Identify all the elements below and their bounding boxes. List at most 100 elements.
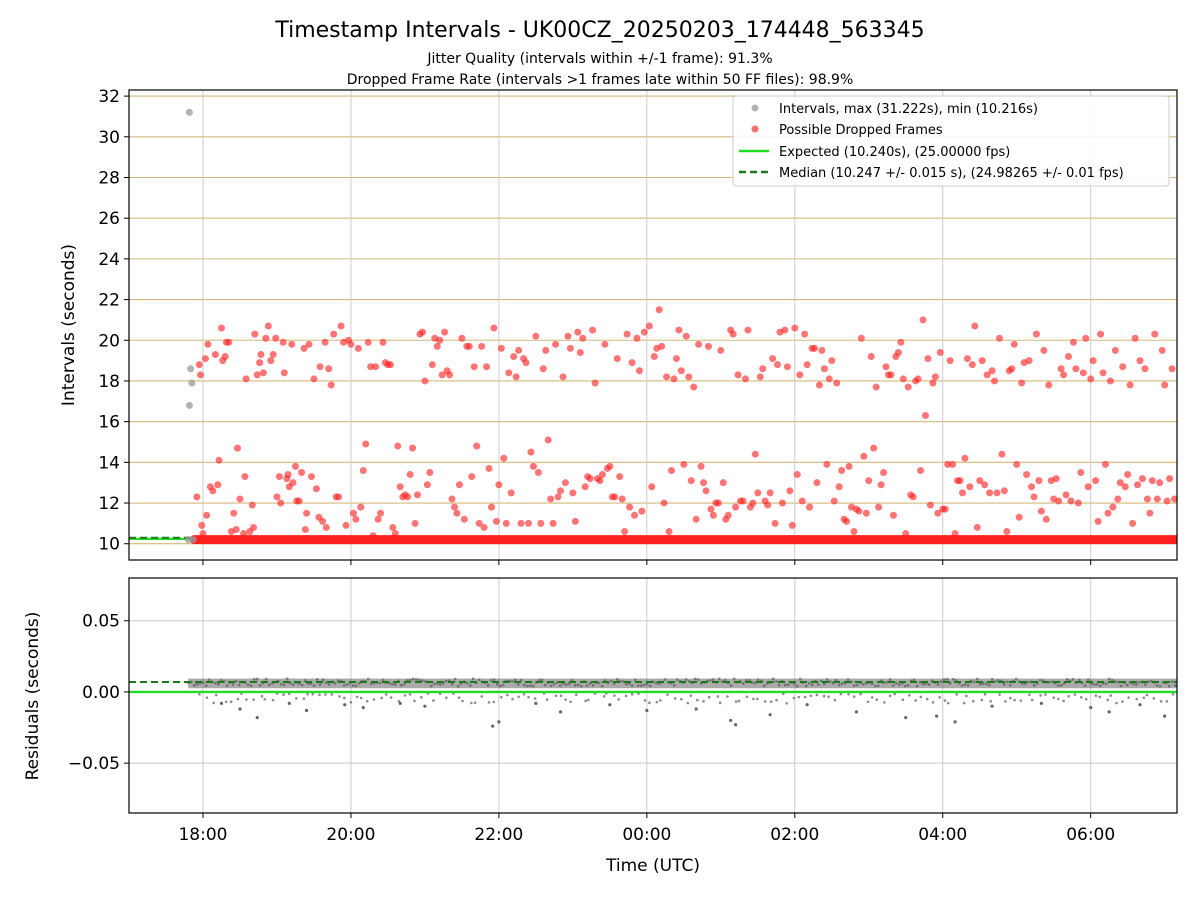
legend-entry-intervals: Intervals, max (31.222s), min (10.216s) bbox=[779, 102, 1038, 117]
dropped-frame-point bbox=[941, 505, 949, 513]
dropped-frame-point bbox=[978, 357, 986, 365]
residual-point bbox=[384, 693, 388, 696]
residual-point bbox=[408, 678, 412, 682]
dropped-frame-point bbox=[483, 363, 491, 371]
dropped-frame-point bbox=[264, 322, 272, 330]
residual-point bbox=[576, 683, 580, 687]
residual-point bbox=[229, 700, 233, 704]
dropped-frame-point bbox=[1097, 330, 1105, 338]
residual-point bbox=[555, 681, 559, 685]
dropped-frame-point bbox=[1035, 477, 1043, 485]
dropped-frame-point bbox=[515, 346, 523, 354]
dropped-frame-point bbox=[1025, 357, 1033, 365]
dropped-frame-point bbox=[724, 511, 732, 519]
dropped-frame-point bbox=[319, 517, 327, 525]
dropped-frame-point bbox=[406, 471, 414, 479]
residual-point bbox=[1158, 684, 1162, 688]
dropped-frame-point bbox=[815, 381, 823, 389]
residual-point bbox=[785, 701, 788, 705]
dropped-frame-point bbox=[259, 369, 267, 377]
residual-point bbox=[679, 697, 683, 701]
intervals-y-tick-label: 28 bbox=[98, 168, 120, 188]
dropped-frame-point bbox=[1143, 495, 1151, 503]
residual-point bbox=[468, 684, 472, 687]
residual-point bbox=[285, 677, 289, 681]
residual-point bbox=[978, 682, 982, 686]
residual-point bbox=[473, 701, 477, 704]
dropped-frame-point bbox=[1037, 507, 1045, 515]
residual-point bbox=[795, 684, 799, 688]
residual-point bbox=[554, 694, 558, 698]
residual-outlier bbox=[491, 724, 495, 728]
residual-point bbox=[397, 699, 401, 703]
dropped-frame-point bbox=[623, 330, 631, 338]
residual-point bbox=[198, 692, 201, 696]
dropped-frame-point bbox=[330, 330, 338, 338]
residual-point bbox=[903, 684, 907, 688]
dropped-frame-point bbox=[517, 519, 525, 527]
residual-outlier bbox=[497, 720, 501, 724]
dropped-frame-point bbox=[495, 481, 503, 489]
residual-point bbox=[516, 683, 520, 686]
residual-point bbox=[445, 696, 448, 700]
residual-point bbox=[771, 677, 775, 681]
residual-point bbox=[1165, 699, 1169, 703]
residual-point bbox=[258, 683, 262, 687]
dropped-frame-point bbox=[233, 444, 241, 452]
residual-point bbox=[389, 696, 393, 699]
residual-point bbox=[672, 683, 676, 687]
residual-point bbox=[282, 693, 285, 696]
dropped-frame-point bbox=[663, 373, 671, 381]
residual-point bbox=[980, 698, 984, 702]
dropped-frame-point bbox=[507, 489, 515, 497]
dropped-frame-point bbox=[1099, 369, 1107, 377]
residual-point bbox=[960, 684, 964, 688]
dropped-frame-point bbox=[322, 523, 330, 531]
dropped-frame-point bbox=[446, 371, 454, 379]
dropped-frame-point bbox=[253, 371, 261, 379]
residual-point bbox=[732, 677, 736, 681]
dropped-frame-point bbox=[280, 369, 288, 377]
dropped-frame-point bbox=[1040, 346, 1048, 354]
residual-point bbox=[859, 692, 862, 696]
residual-point bbox=[962, 701, 966, 705]
dropped-frame-point bbox=[677, 367, 685, 375]
residual-point bbox=[624, 682, 628, 686]
dropped-frame-point bbox=[1082, 334, 1090, 342]
dropped-frame-point bbox=[1101, 460, 1109, 468]
dropped-frame-point bbox=[993, 489, 1001, 497]
dropped-frame-point bbox=[316, 363, 324, 371]
intervals-y-tick-label: 16 bbox=[98, 413, 120, 433]
dropped-frame-point bbox=[232, 525, 240, 533]
residual-outlier bbox=[729, 718, 733, 723]
dropped-frame-point bbox=[374, 515, 382, 523]
residual-point bbox=[684, 678, 688, 681]
legend-marker-dropped bbox=[751, 125, 759, 133]
dropped-frame-point bbox=[230, 509, 238, 517]
dropped-frame-point bbox=[458, 334, 466, 342]
dropped-frame-point bbox=[1092, 477, 1100, 485]
dropped-frame-point bbox=[1146, 509, 1154, 517]
dropped-frame-point bbox=[867, 353, 875, 361]
dropped-frame-point bbox=[596, 477, 604, 485]
residual-point bbox=[369, 682, 373, 686]
residual-point bbox=[1106, 698, 1109, 702]
residual-point bbox=[420, 696, 423, 699]
dropped-frame-point bbox=[1111, 346, 1119, 354]
dropped-frame-point bbox=[828, 357, 836, 365]
residual-point bbox=[897, 683, 901, 686]
residual-point bbox=[1017, 680, 1021, 684]
residual-point bbox=[1077, 678, 1081, 682]
dropped-frame-point bbox=[347, 340, 355, 348]
intervals-y-tick-label: 30 bbox=[98, 128, 120, 148]
dropped-frame-point bbox=[559, 373, 567, 381]
dropped-frame-point bbox=[616, 473, 624, 481]
dropped-frame-point bbox=[386, 361, 394, 369]
residual-point bbox=[686, 701, 690, 705]
dropped-frame-point bbox=[201, 355, 209, 363]
dropped-frame-point bbox=[433, 342, 441, 350]
residual-point bbox=[1032, 683, 1036, 687]
dropped-frame-point bbox=[813, 479, 821, 487]
residual-point bbox=[815, 693, 819, 697]
